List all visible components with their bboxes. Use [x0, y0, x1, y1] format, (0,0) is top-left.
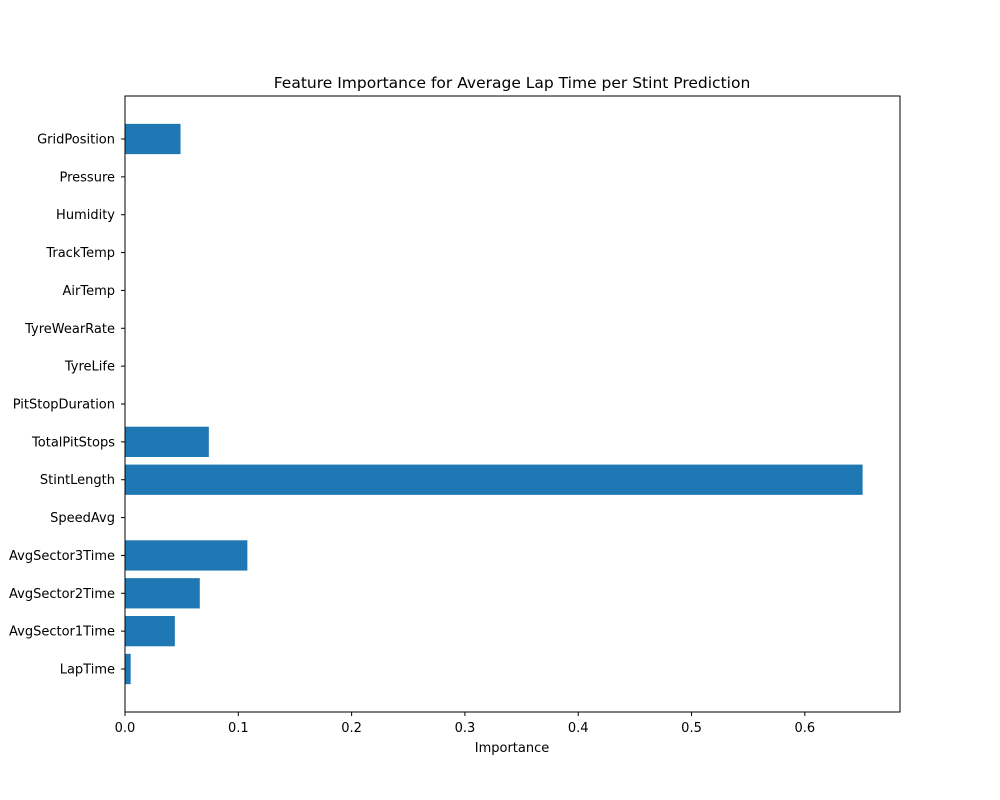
plot-frame	[124, 95, 901, 713]
x-axis-ticks: 0.0 0.1 0.2 0.3 0.4 0.5 0.6	[115, 712, 815, 736]
y-tick-label: TrackTemp	[45, 246, 115, 261]
y-tick-label: LapTime	[60, 663, 115, 678]
y-tick-label: GridPosition	[37, 133, 115, 148]
x-tick-label: 0.1	[228, 721, 249, 736]
bars-group	[125, 123, 863, 685]
x-tick-label: 0.0	[115, 721, 136, 736]
bar-LapTime	[125, 653, 131, 685]
y-tick-label: AvgSector1Time	[9, 625, 115, 640]
y-tick-label: TyreWearRate	[24, 322, 115, 337]
x-axis-label: Importance	[475, 741, 550, 756]
y-tick-label: AvgSector3Time	[9, 549, 115, 564]
bar-StintLength	[125, 464, 863, 495]
x-tick-label: 0.6	[794, 721, 815, 736]
x-tick-label: 0.4	[568, 721, 589, 736]
y-tick-label: TotalPitStops	[31, 435, 115, 450]
bar-AvgSector1Time	[125, 616, 175, 647]
x-tick-label: 0.5	[681, 721, 702, 736]
y-tick-label: Humidity	[56, 208, 115, 223]
bar-AvgSector2Time	[125, 578, 200, 609]
bar-TotalPitStops	[125, 426, 209, 457]
bar-GridPosition	[125, 123, 181, 155]
y-tick-label: Pressure	[59, 170, 115, 185]
bar-AvgSector3Time	[125, 540, 248, 571]
y-tick-label: SpeedAvg	[50, 511, 115, 526]
chart-title: Feature Importance for Average Lap Time …	[274, 74, 751, 92]
x-tick-label: 0.2	[341, 721, 362, 736]
y-tick-label: StintLength	[40, 473, 115, 488]
y-tick-label: AirTemp	[63, 284, 116, 299]
y-axis-ticks: LapTime AvgSector1Time AvgSector2Time AvgSe…	[9, 133, 125, 678]
y-tick-label: PitStopDuration	[13, 398, 115, 413]
y-tick-label: AvgSector2Time	[9, 587, 115, 602]
x-tick-label: 0.3	[455, 721, 476, 736]
y-tick-label: TyreLife	[64, 360, 115, 375]
